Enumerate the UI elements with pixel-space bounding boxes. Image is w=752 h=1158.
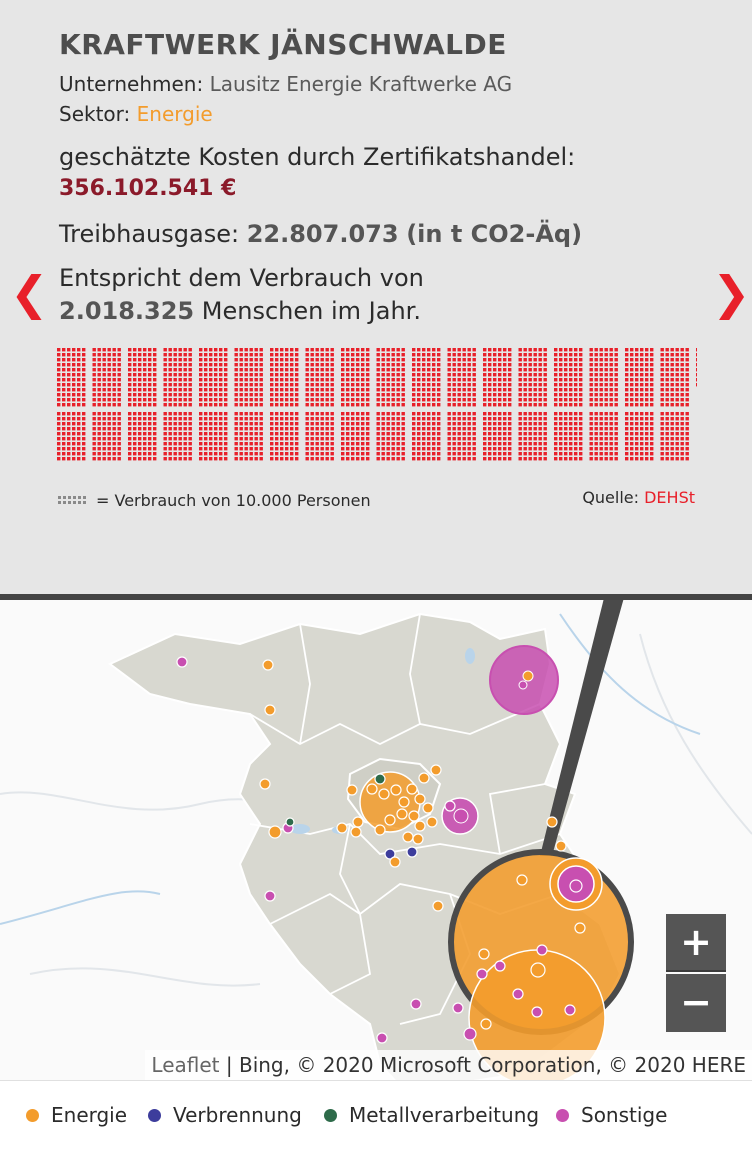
equivalent-value: 2.018.325 [59,297,195,325]
legend-label: Metallverarbeitung [349,1103,540,1127]
info-panel: KRAFTWERK JÄNSCHWALDE Unternehmen: Lausi… [0,0,752,594]
legend-item-sonstige: Sonstige [556,1103,667,1127]
zoom-in-button[interactable]: + [666,914,726,972]
legend-dot-icon [556,1108,569,1122]
legend-label: Energie [51,1103,128,1127]
equivalent-row: 2.018.325 Menschen im Jahr. [59,297,421,325]
cost-value: 356.102.541 € [59,176,237,201]
legend-dot-icon [26,1108,39,1122]
cost-label: geschätzte Kosten durch Zertifikatshande… [59,143,576,171]
company-value: Lausitz Energie Kraftwerke AG [209,72,513,96]
ghg-label: Treibhausgase: [59,220,240,248]
sector-label: Sektor: [59,102,131,126]
ghg-value: 22.807.073 [246,220,399,248]
company-label: Unternehmen: [59,72,204,96]
unit-sample-icon [58,496,86,504]
legend-label: Sonstige [581,1103,668,1127]
company-row: Unternehmen: Lausitz Energie Kraftwerke … [59,72,512,96]
source-label: Quelle: [582,488,640,507]
people-unit-grid [57,348,697,461]
sector-row: Sektor: Energie [59,102,213,126]
ghg-row: Treibhausgase: 22.807.073 (in t CO2-Äq) [59,220,582,248]
source-value[interactable]: DEHSt [644,488,695,507]
attribution-text: | Bing, © 2020 Microsoft Corporation, © … [219,1053,746,1077]
map-canvas[interactable] [0,594,752,1080]
zoom-out-button[interactable]: − [666,974,726,1032]
legend-item-metallverarbeitung: Metallverarbeitung [324,1103,539,1127]
leaflet-link[interactable]: Leaflet [151,1053,220,1077]
sector-legend: Energie Verbrennung Metallverarbeitung S… [0,1080,752,1158]
plant-title: KRAFTWERK JÄNSCHWALDE [59,28,507,61]
equivalent-text: Entspricht dem Verbrauch von [59,264,424,292]
legend-dot-icon [148,1108,161,1122]
map-attribution: Leaflet | Bing, © 2020 Microsoft Corpora… [145,1050,752,1080]
legend-item-energie: Energie [26,1103,127,1127]
legend-item-verbrennung: Verbrennung [148,1103,302,1127]
legend-label: Verbrennung [173,1103,302,1127]
sector-value: Energie [136,102,213,126]
next-arrow-icon[interactable]: ❯ [712,266,751,320]
equivalent-suffix: Menschen im Jahr. [201,297,421,325]
previous-arrow-icon[interactable]: ❮ [10,266,49,320]
ghg-unit: (in t CO2-Äq) [406,220,583,248]
legend-dot-icon [324,1108,337,1122]
source-row: Quelle: DEHSt [582,488,695,507]
unit-legend-label: = Verbrauch von 10.000 Personen [96,491,371,510]
map-view[interactable]: + − Leaflet | Bing, © 2020 Microsoft Cor… [0,594,752,1080]
